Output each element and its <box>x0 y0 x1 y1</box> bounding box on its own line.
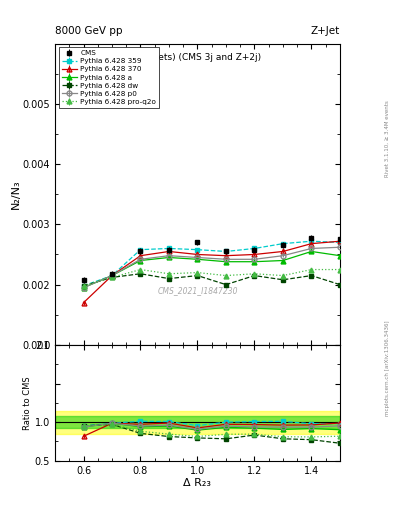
Text: mcplots.cern.ch [arXiv:1306.3436]: mcplots.cern.ch [arXiv:1306.3436] <box>385 321 389 416</box>
Bar <box>55 411 340 434</box>
Text: Z+Jet: Z+Jet <box>311 26 340 36</box>
Y-axis label: Ratio to CMS: Ratio to CMS <box>23 376 32 430</box>
Legend: CMS, Pythia 6.428 359, Pythia 6.428 370, Pythia 6.428 a, Pythia 6.428 dw, Pythia: CMS, Pythia 6.428 359, Pythia 6.428 370,… <box>59 47 159 108</box>
X-axis label: Δ R₂₃: Δ R₂₃ <box>184 478 211 488</box>
Text: CMS_2021_I1847230: CMS_2021_I1847230 <box>157 286 238 295</box>
Text: 8000 GeV pp: 8000 GeV pp <box>55 26 123 36</box>
Y-axis label: N₂/N₃: N₂/N₃ <box>11 179 21 209</box>
Text: Rivet 3.1.10, ≥ 3.4M events: Rivet 3.1.10, ≥ 3.4M events <box>385 100 389 177</box>
Bar <box>55 416 340 429</box>
Text: Δ R (jets) (CMS 3j and Z+2j): Δ R (jets) (CMS 3j and Z+2j) <box>134 53 261 61</box>
